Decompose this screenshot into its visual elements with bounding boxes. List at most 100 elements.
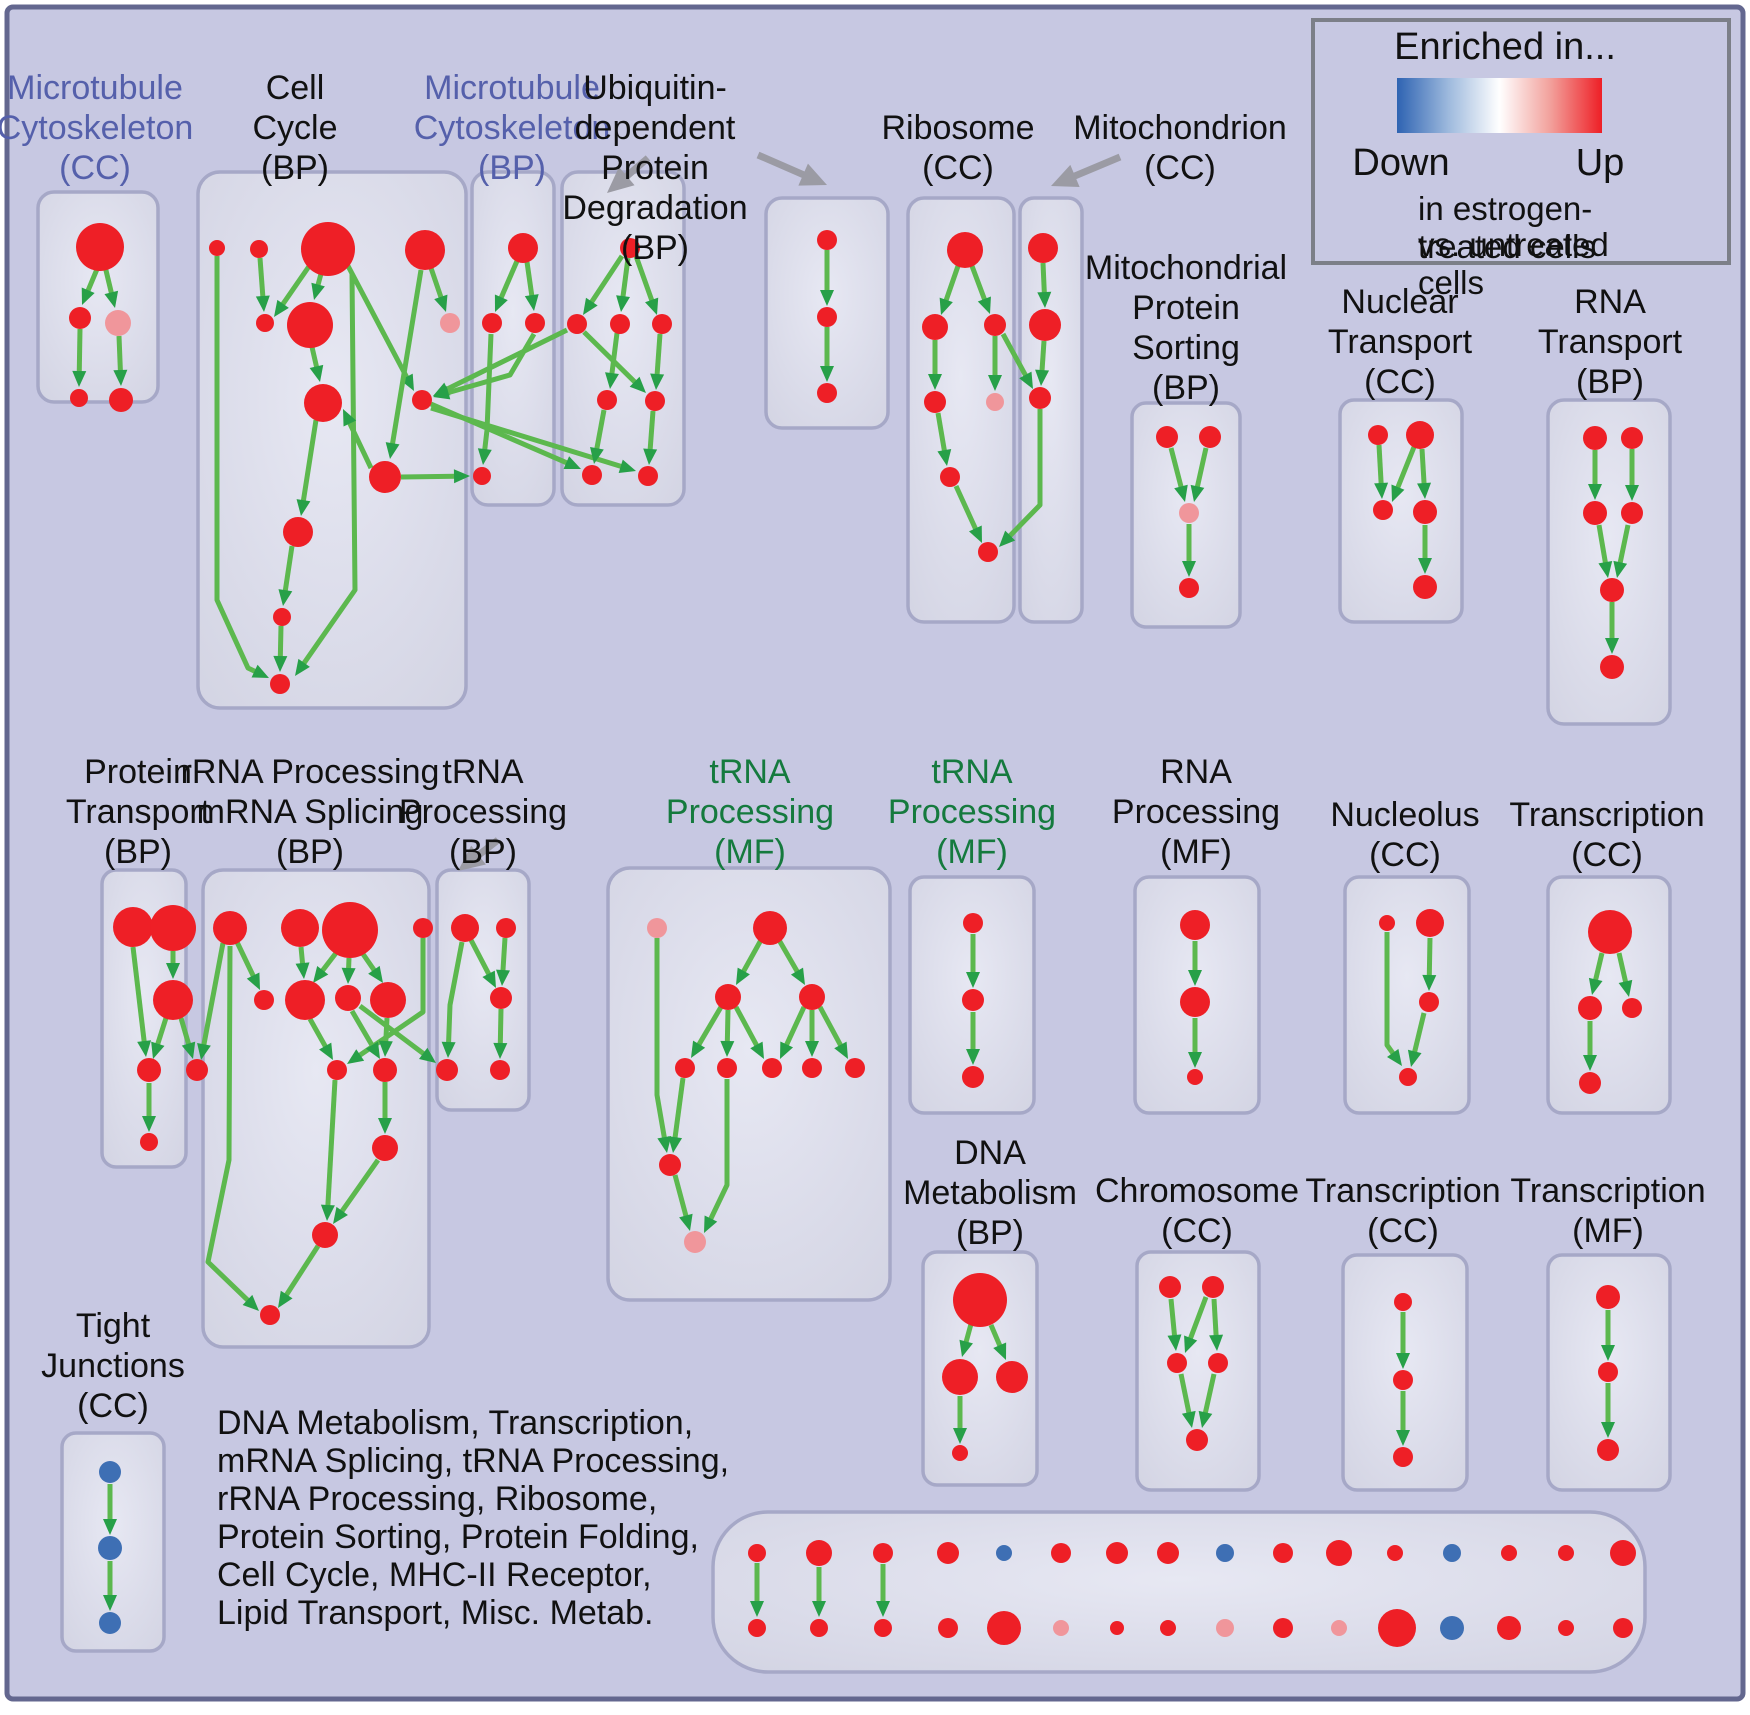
relation-arrow-head-icon [988, 375, 1002, 391]
relation-arrow-line [154, 1017, 169, 1047]
relation-arrow-line [277, 625, 284, 659]
relation-arrow-head-icon [820, 366, 834, 382]
relation-arrow-line [724, 1009, 731, 1044]
go-term-node [684, 1231, 706, 1253]
go-term-node [806, 1540, 832, 1566]
go-term-node [953, 1273, 1007, 1327]
relation-arrow-head-icon [113, 369, 128, 386]
label-pointer-arrow-head-icon [607, 166, 635, 193]
go-term-node [451, 914, 479, 942]
go-term-node [987, 1611, 1021, 1645]
relation-arrow-line [130, 946, 147, 1044]
relation-arrow-line [969, 265, 988, 302]
go-term-node [817, 230, 837, 250]
go-term-node [482, 313, 502, 333]
go-term-node [874, 1619, 892, 1637]
go-term-node [638, 466, 658, 486]
relation-arrow-line [1419, 448, 1427, 486]
go-term-node [256, 314, 274, 332]
go-term-node [473, 467, 491, 485]
cluster-box-dna-metabolism-bp [921, 1250, 1039, 1487]
legend-up-label: Up [1575, 142, 1625, 184]
relation-arrow-line [740, 938, 764, 974]
go-term-node [1216, 1544, 1234, 1562]
relation-arrow-head-icon [385, 442, 400, 459]
relation-arrow-head-icon [524, 294, 539, 311]
go-term-node [940, 467, 960, 487]
relation-arrow-head-icon [1422, 974, 1437, 991]
go-term-node [748, 1544, 766, 1562]
relation-arrow-line [344, 262, 410, 380]
relation-arrow-head-icon [1188, 1052, 1202, 1068]
relation-arrow-line [1592, 952, 1605, 982]
go-term-node [802, 1058, 822, 1078]
legend: Enriched in... Down Up in estrogen-treat… [1311, 18, 1731, 301]
cluster-box-nucleolus-cc [1343, 875, 1471, 1115]
relation-arrow-line [1194, 447, 1209, 489]
go-term-node [1326, 1540, 1352, 1566]
relation-arrow-head-icon [142, 1116, 156, 1132]
relation-arrow-line [468, 938, 492, 977]
go-term-node [525, 313, 545, 333]
relation-arrow-head-icon [876, 1601, 890, 1617]
relation-arrow-line [935, 412, 948, 453]
go-term-node [799, 984, 825, 1010]
relation-arrow-head-icon [959, 1339, 973, 1357]
relation-arrow-line [346, 420, 374, 470]
relation-arrow-head-icon [1184, 1335, 1198, 1353]
go-term-node [873, 1543, 893, 1563]
relation-arrow-head-icon [1167, 1334, 1182, 1351]
relation-arrow-head-icon [643, 448, 658, 465]
go-term-node [70, 389, 88, 407]
relation-arrow-line [1394, 446, 1417, 490]
go-term-node [620, 238, 640, 258]
go-term-node [810, 1619, 828, 1637]
relation-arrow-head-icon [812, 1601, 826, 1617]
go-term-node [962, 989, 984, 1011]
relation-arrow-line [1596, 524, 1609, 565]
relation-arrow-head-icon [968, 525, 982, 543]
relation-arrow-line [633, 255, 655, 303]
go-term-node [1501, 1545, 1517, 1561]
relation-arrow-head-icon [296, 499, 311, 516]
go-term-node [952, 1445, 968, 1461]
go-term-node [413, 918, 433, 938]
relation-arrow-head-icon [1019, 371, 1033, 389]
relation-arrow-line [257, 257, 266, 299]
relation-arrow-head-icon [251, 664, 269, 678]
relation-arrow-line [498, 260, 520, 301]
relation-arrow-line [1617, 524, 1631, 565]
relation-arrow-head-icon [72, 370, 87, 387]
cluster-box-mitochondrion-cc [1018, 196, 1084, 624]
relation-arrow-head-icon [368, 965, 383, 983]
go-term-node [213, 911, 247, 945]
go-term-node [270, 674, 290, 694]
go-term-node [1387, 1545, 1403, 1561]
relation-arrow-head-icon [704, 1215, 718, 1233]
go-term-node [490, 987, 512, 1009]
relation-arrow-head-icon [309, 364, 324, 382]
relation-arrow-head-icon [790, 967, 805, 985]
go-term-node [996, 1545, 1012, 1561]
cluster-box-chromosome-cc [1135, 1250, 1261, 1492]
relation-arrow-head-icon [1387, 1048, 1402, 1066]
relation-arrow-line [588, 254, 625, 305]
go-term-node [1443, 1544, 1461, 1562]
relation-arrow-line [339, 1158, 381, 1214]
go-term-node [938, 1618, 958, 1638]
relation-arrow-line [319, 951, 338, 974]
relation-arrow-head-icon [441, 1041, 456, 1058]
relation-arrow-head-icon [274, 299, 289, 317]
go-term-node [1419, 992, 1439, 1012]
go-term-node [76, 223, 124, 271]
label-pointer-arrow-head-icon [798, 163, 827, 186]
go-term-node [113, 907, 153, 947]
relation-arrow-head-icon [668, 1136, 683, 1153]
relation-arrow-line [400, 473, 457, 480]
relation-arrow-line [307, 1017, 329, 1050]
relation-arrow-line [279, 260, 315, 307]
relation-arrow-line [1187, 1296, 1209, 1341]
relation-arrow-head-icon [166, 963, 180, 979]
relation-arrow-line [497, 1008, 504, 1046]
go-term-node [1179, 578, 1199, 598]
